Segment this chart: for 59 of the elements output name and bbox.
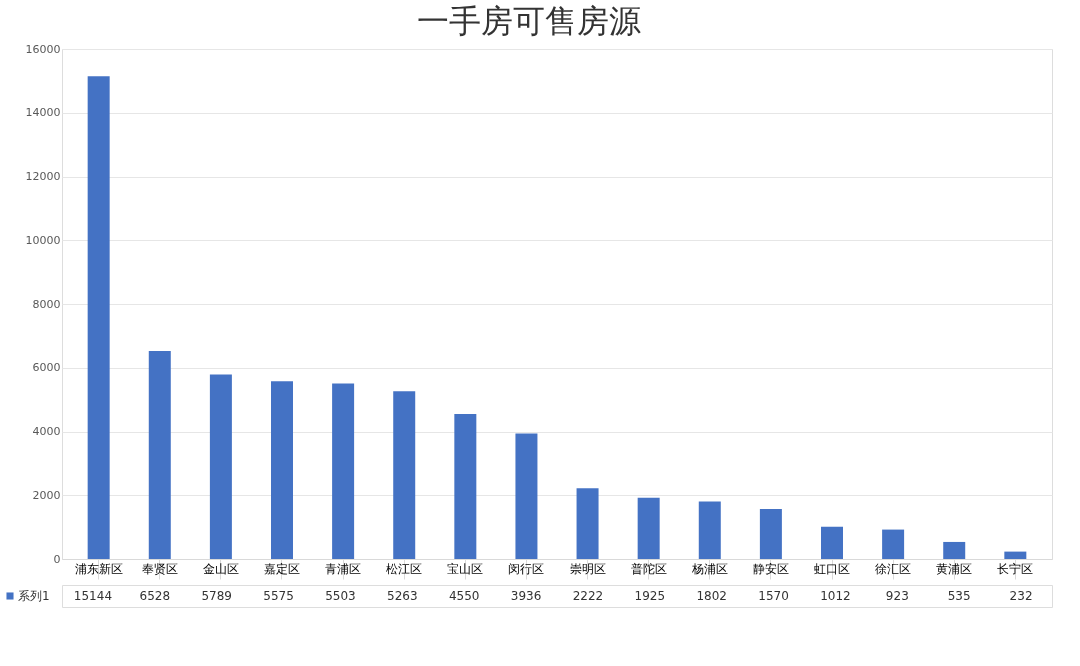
- y-tick-label: 16000: [25, 42, 61, 56]
- data-label: 1802: [696, 589, 727, 603]
- x-tick-label: 闵行区: [508, 561, 545, 576]
- data-label: 4550: [448, 589, 480, 603]
- x-tick-label: 宝山区: [447, 561, 484, 576]
- bar: [882, 529, 905, 559]
- y-tick-label: 4000: [32, 425, 61, 438]
- x-tick-label: 静安区: [752, 561, 789, 576]
- data-label: 5789: [201, 589, 232, 603]
- x-tick-label: 青浦区: [325, 561, 362, 576]
- bar: [87, 76, 110, 559]
- bar: [393, 391, 416, 559]
- data-label: 5263: [387, 589, 418, 603]
- data-label: 5575: [263, 589, 294, 603]
- data-label: 2222: [572, 589, 604, 603]
- bar: [515, 433, 538, 559]
- bar: [271, 381, 293, 559]
- y-tick-label: 14000: [25, 106, 61, 120]
- y-tick-label: 10000: [25, 233, 61, 247]
- data-label: 15144: [73, 589, 113, 603]
- data-label: 5503: [325, 589, 356, 603]
- data-label: 1925: [634, 589, 666, 603]
- y-tick-label: 0: [53, 552, 61, 566]
- bar: [637, 497, 660, 559]
- x-tick-label: 奉贤区: [141, 561, 178, 576]
- y-tick-label: 8000: [32, 297, 61, 311]
- bar: [576, 488, 599, 559]
- x-tick-label: 徐汇区: [875, 561, 912, 576]
- bar: [148, 350, 171, 559]
- data-label: 923: [885, 589, 909, 603]
- bar: [821, 526, 843, 559]
- y-tick-label: 2000: [32, 488, 61, 502]
- x-tick-label: 松江区: [386, 561, 423, 576]
- data-label: 1570: [758, 589, 789, 603]
- x-tick-label: 崇明区: [569, 561, 606, 576]
- bar: [332, 383, 355, 559]
- bar: [454, 413, 477, 559]
- data-label: 232: [1009, 589, 1033, 603]
- bar: [1004, 551, 1027, 559]
- data-label: 6528: [139, 589, 171, 603]
- x-tick-label: 金山区: [202, 561, 239, 576]
- x-tick-label: 虹口区: [814, 561, 850, 576]
- y-tick-label: 12000: [25, 170, 61, 183]
- bar: [698, 501, 721, 559]
- x-tick-label: 浦东新区: [74, 561, 123, 576]
- legend-label: 系列1: [18, 589, 50, 603]
- x-tick-label: 嘉定区: [264, 561, 300, 576]
- x-tick-label: 杨浦区: [690, 561, 728, 576]
- x-tick-label: 黄浦区: [936, 561, 973, 576]
- x-tick-label: 长宁区: [997, 561, 1034, 576]
- bar: [209, 374, 232, 559]
- data-label: 535: [947, 589, 971, 603]
- bar: [759, 508, 782, 559]
- bar: [943, 541, 966, 559]
- chart-title: 一手房可售房源: [417, 1, 642, 40]
- data-label: 1012: [820, 589, 851, 603]
- x-tick-label: 普陀区: [630, 561, 667, 576]
- data-label: 3936: [510, 589, 542, 603]
- y-tick-label: 6000: [32, 361, 61, 375]
